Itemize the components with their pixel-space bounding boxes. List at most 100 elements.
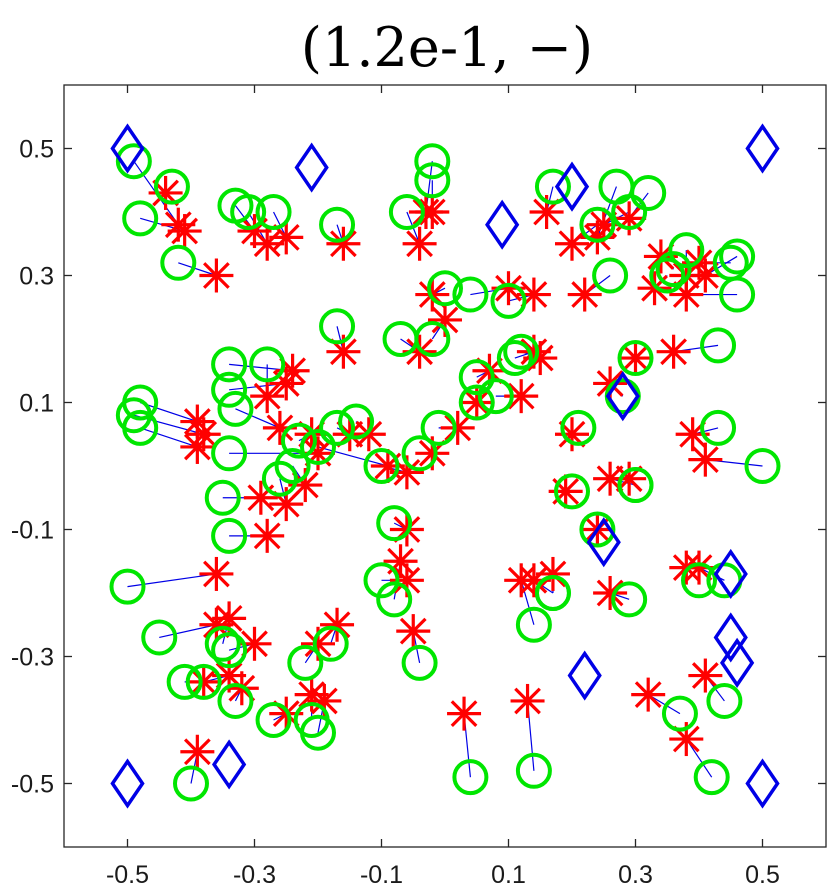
circle-marker	[693, 759, 730, 796]
link-line	[140, 427, 198, 448]
circle-marker	[122, 409, 159, 446]
circle-marker	[515, 606, 552, 643]
circle-marker	[719, 238, 756, 275]
circle-marker	[515, 752, 552, 789]
circle-marker	[617, 467, 654, 504]
star-marker	[688, 658, 723, 693]
circle-marker	[700, 409, 737, 446]
circle-marker	[211, 517, 248, 554]
circle-marker	[706, 682, 743, 719]
star-marker	[593, 576, 628, 610]
circle-marker	[414, 321, 451, 357]
circle-marker	[458, 384, 495, 421]
circle-marker	[185, 663, 222, 700]
star-marker	[618, 341, 653, 376]
star-marker	[675, 417, 710, 452]
diamond-marker	[485, 199, 520, 250]
circle-marker	[534, 575, 571, 611]
circle-marker	[319, 308, 356, 345]
circle-marker	[287, 644, 324, 681]
circle-marker	[414, 143, 451, 180]
circle-marker	[122, 200, 159, 237]
diamond-marker	[713, 612, 748, 663]
star-marker	[186, 664, 221, 699]
circle-marker	[560, 409, 597, 446]
circle-marker	[338, 403, 375, 440]
star-marker	[180, 734, 215, 769]
circle-markers	[109, 143, 781, 802]
star-marker	[243, 480, 278, 515]
diamond-markers	[110, 123, 780, 809]
y-tick-label: 0.1	[19, 390, 54, 418]
diamond-marker	[586, 517, 621, 568]
star-marker	[199, 258, 234, 293]
diamond-marker	[745, 123, 780, 174]
circle-marker	[319, 409, 356, 446]
diamond-marker	[605, 371, 640, 422]
diamond-marker	[719, 637, 755, 688]
star-marker	[250, 379, 285, 414]
circle-marker	[204, 479, 241, 516]
circle-marker	[255, 194, 292, 230]
circle-marker	[458, 359, 495, 396]
plot-frame	[63, 84, 827, 848]
circle-marker	[592, 257, 629, 294]
circle-marker	[452, 759, 489, 796]
x-tick-label: -0.3	[233, 861, 276, 889]
circle-marker	[217, 390, 254, 427]
y-axis: -0.5 -0.3 -0.1 0.1 0.3 0.5	[11, 136, 826, 799]
y-tick-label: 0.5	[19, 136, 54, 164]
star-marker	[262, 410, 297, 445]
circle-marker	[700, 327, 737, 364]
circle-marker	[503, 333, 540, 370]
star-marker	[269, 220, 304, 255]
circle-marker	[300, 714, 336, 751]
star-marker	[567, 277, 602, 312]
diamond-marker	[211, 739, 247, 790]
link-line	[520, 580, 535, 625]
circle-marker	[452, 276, 489, 313]
star-marker	[555, 226, 589, 261]
circle-marker	[661, 695, 698, 732]
circle-marker	[211, 371, 248, 408]
circle-marker	[401, 644, 438, 681]
circle-marker	[611, 194, 648, 230]
circle-marker	[363, 562, 400, 599]
x-tick-label: -0.5	[106, 861, 149, 889]
circle-marker	[211, 346, 248, 383]
circle-marker	[534, 168, 571, 205]
circle-marker	[363, 448, 400, 484]
star-marker	[447, 696, 482, 731]
circle-marker	[217, 682, 254, 719]
star-marker	[383, 544, 418, 579]
diamond-marker	[110, 123, 145, 174]
chart-title: (1.2e-1, −)	[301, 16, 593, 79]
circle-marker	[617, 340, 654, 377]
star-marker	[326, 226, 361, 261]
circle-marker	[173, 765, 209, 802]
circle-marker	[681, 562, 717, 599]
y-tick-label: -0.3	[11, 644, 54, 672]
circle-marker	[249, 346, 286, 383]
link-line	[140, 401, 198, 423]
circle-marker	[312, 625, 349, 662]
y-tick-label: 0.3	[19, 263, 54, 291]
circle-marker	[153, 168, 190, 205]
link-line	[317, 446, 389, 467]
diamond-marker	[567, 650, 602, 701]
circle-marker	[420, 409, 457, 446]
x-axis: -0.5 -0.3 -0.1 0.1 0.3 0.5	[106, 85, 780, 889]
circle-marker	[160, 244, 197, 281]
x-tick-label: 0.1	[491, 861, 526, 889]
circle-marker	[630, 174, 667, 211]
circle-marker	[211, 632, 248, 669]
circle-marker	[649, 257, 686, 294]
circle-marker	[274, 448, 311, 484]
circle-marker	[255, 702, 292, 738]
star-marker	[167, 214, 202, 249]
star-marker	[656, 334, 691, 369]
circle-marker	[204, 625, 241, 662]
link-line	[235, 408, 281, 429]
star-marker	[548, 474, 583, 509]
